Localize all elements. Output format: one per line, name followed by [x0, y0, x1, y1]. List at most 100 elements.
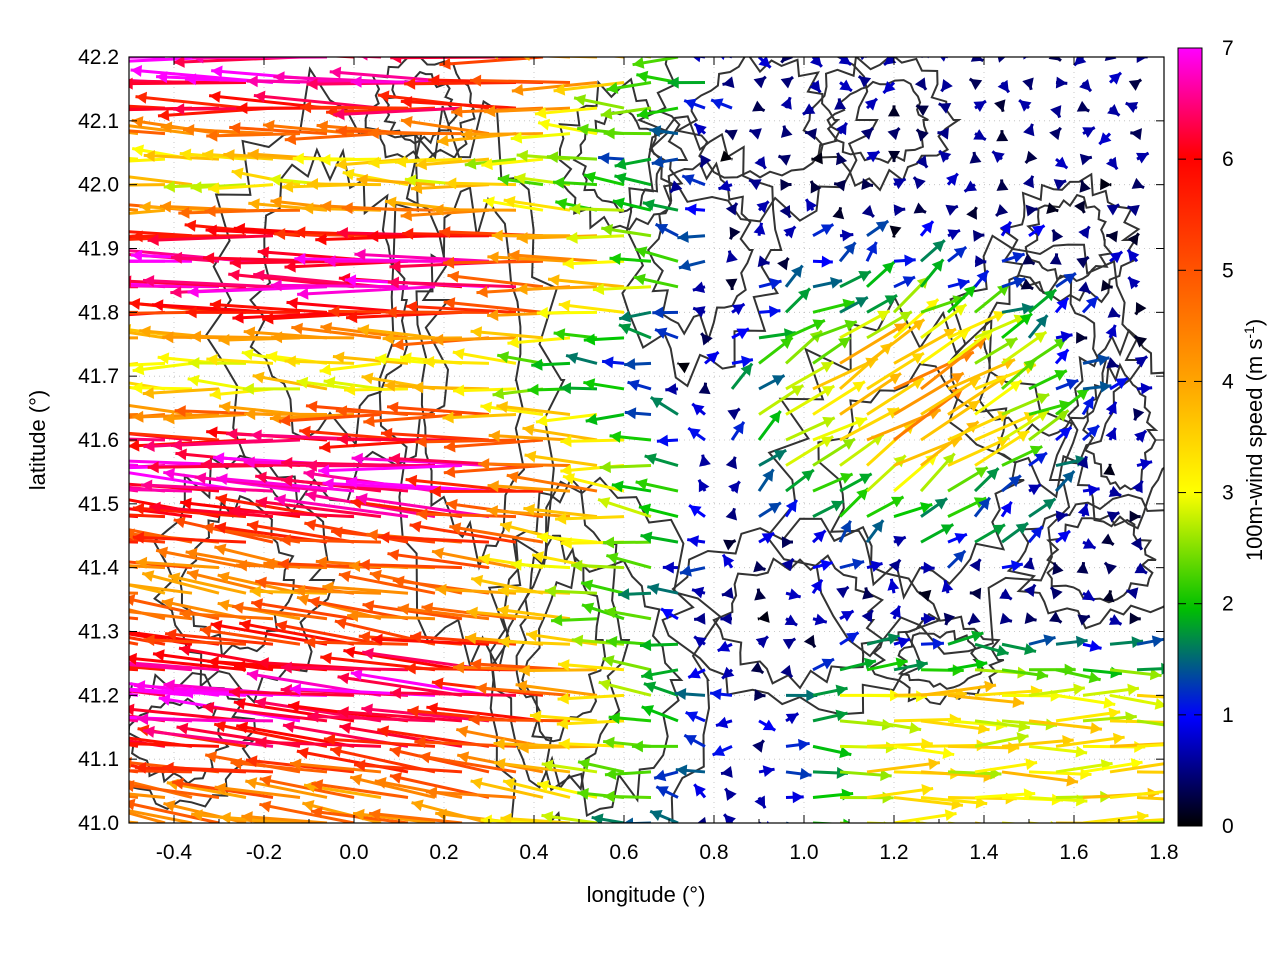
wind-arrow: [1055, 693, 1116, 709]
wind-arrow-head: [558, 737, 570, 750]
wind-arrow-head: [257, 657, 269, 670]
wind-arrow-shaft: [443, 464, 544, 475]
wind-arrow: [1127, 232, 1140, 246]
wind-arrow-shaft: [839, 406, 901, 442]
wind-arrow: [635, 478, 679, 493]
wind-arrow-head: [1104, 57, 1117, 62]
wind-arrow-head: [24, 51, 35, 63]
wind-arrow: [1055, 707, 1121, 723]
wind-arrow: [357, 324, 436, 340]
wind-arrow-head: [178, 644, 191, 656]
wind-arrow: [715, 716, 733, 729]
wind-arrow-head: [22, 658, 33, 670]
wind-arrow-head: [497, 604, 509, 617]
wind-arrow: [665, 383, 679, 396]
wind-arrow-head: [947, 229, 960, 241]
wind-arrow: [808, 80, 822, 94]
wind-arrow-shaft: [412, 385, 490, 391]
wind-arrow: [577, 758, 625, 774]
wind-arrow-head: [344, 274, 357, 287]
wind-arrow-head: [134, 761, 147, 774]
wind-arrow-head: [701, 333, 713, 346]
wind-arrow: [720, 766, 733, 778]
wind-arrow: [700, 332, 713, 346]
wind-arrow-head: [820, 436, 834, 448]
wind-arrow-head: [806, 199, 818, 212]
wind-arrow: [353, 759, 463, 774]
wind-arrow: [1136, 57, 1148, 64]
wind-arrow-head: [788, 588, 801, 601]
wind-arrow-head: [753, 222, 766, 235]
wind-arrow-head: [1105, 401, 1117, 415]
wind-arrow: [535, 412, 598, 427]
wind-arrow-head: [503, 777, 516, 790]
wind-arrow-head: [581, 579, 594, 592]
wind-arrow-head: [1057, 530, 1071, 543]
wind-arrow-head: [242, 382, 254, 395]
wind-arrow-head: [400, 115, 413, 128]
wind-arrow: [284, 355, 355, 368]
wind-arrow: [784, 499, 799, 518]
wind-arrow-head: [604, 768, 617, 781]
wind-arrow: [780, 664, 794, 679]
wind-arrow: [973, 129, 987, 142]
wind-arrow-shaft: [143, 153, 220, 161]
wind-arrow-head: [1102, 590, 1115, 603]
wind-arrow-head: [289, 758, 302, 771]
wind-arrow-head: [953, 247, 967, 259]
wind-arrow-head: [241, 811, 253, 823]
wind-arrow-head: [496, 401, 508, 413]
wind-arrow: [371, 633, 490, 646]
wind-arrow: [994, 99, 1006, 113]
wind-arrow-head: [604, 606, 617, 619]
wind-arrow: [634, 246, 679, 263]
wind-arrow-head: [385, 306, 397, 319]
wind-arrow-head: [279, 414, 291, 427]
wind-arrow: [443, 464, 544, 478]
wind-arrow-head: [811, 152, 823, 165]
wind-arrow: [883, 57, 897, 66]
wind-arrow: [687, 426, 706, 442]
wind-arrow-shaft: [893, 371, 965, 416]
wind-arrow: [129, 157, 166, 163]
wind-arrow: [1028, 483, 1042, 496]
wind-arrow: [893, 502, 933, 519]
wind-arrow-head: [158, 693, 171, 706]
wind-arrow-head: [1109, 251, 1123, 264]
wind-arrow-head: [229, 122, 241, 135]
wind-arrow-head: [633, 273, 646, 286]
wind-arrow: [418, 57, 435, 59]
wind-arrow: [1028, 683, 1086, 697]
wind-arrow-shaft: [974, 411, 1037, 442]
wind-arrow: [943, 612, 956, 626]
wind-arrow-head: [1104, 562, 1117, 575]
wind-arrow-shaft: [557, 693, 625, 701]
wind-arrow: [711, 745, 733, 757]
wind-arrow-head: [636, 70, 649, 83]
wind-arrow-head: [832, 207, 845, 220]
wind-arrow: [697, 479, 710, 493]
colorbar-tick-label: 1: [1222, 704, 1234, 727]
wind-arrow-head: [350, 75, 362, 88]
wind-arrow: [1052, 562, 1064, 575]
x-axis-label: longitude (°): [587, 882, 706, 907]
wind-arrow-shaft: [522, 426, 598, 442]
wind-arrow-head: [404, 174, 417, 187]
wind-arrow: [784, 614, 798, 627]
wind-arrow-head: [129, 275, 132, 288]
wind-arrow-head: [913, 202, 927, 214]
wind-arrow: [649, 809, 679, 823]
wind-arrow: [947, 658, 988, 672]
wind-arrow: [812, 472, 854, 493]
wind-arrow-shaft: [217, 573, 301, 595]
wind-arrow-head: [349, 560, 361, 573]
wind-arrow-shaft: [246, 522, 355, 544]
wind-arrow-head: [1130, 537, 1142, 550]
wind-arrow-head: [176, 722, 189, 735]
wind-arrow-head: [726, 250, 738, 263]
wind-arrow-shaft: [335, 409, 436, 416]
wind-arrow-head: [880, 769, 892, 782]
wind-arrow-shaft: [129, 742, 220, 748]
wind-arrow: [129, 487, 193, 493]
wind-arrow: [1082, 380, 1112, 393]
